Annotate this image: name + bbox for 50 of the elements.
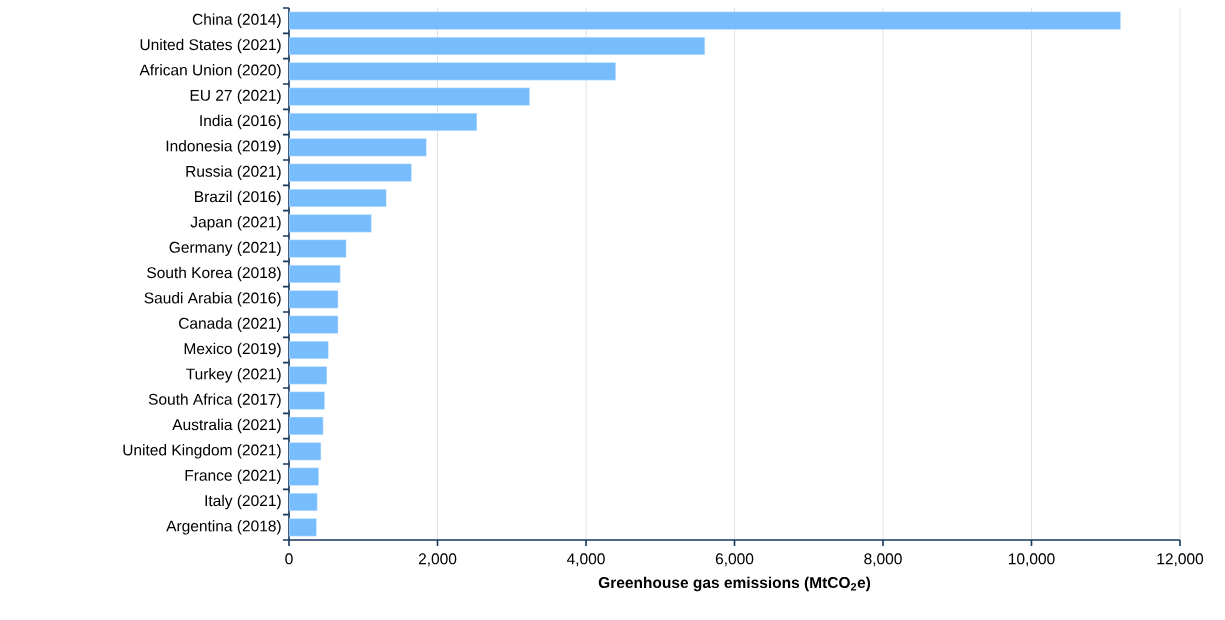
y-tick-label: India (2016) xyxy=(200,114,281,130)
x-tick-label: 10,000 xyxy=(1008,553,1055,567)
x-tick-label: 2,000 xyxy=(418,553,457,567)
y-tick-label: EU 27 (2021) xyxy=(190,89,281,104)
bar xyxy=(289,138,427,157)
y-tick-label: Germany (2021) xyxy=(169,241,281,256)
y-tick-label: Australia (2021) xyxy=(172,418,281,434)
y-tick-label: Japan (2021) xyxy=(190,216,281,231)
x-tick-label: 4,000 xyxy=(566,553,605,567)
y-tick-label: United Kingdom (2021) xyxy=(123,444,281,459)
bar xyxy=(289,492,318,512)
x-tick-label: 8,000 xyxy=(864,553,902,567)
y-tick-label: Mexico (2019) xyxy=(184,342,281,358)
x-tick-label: 0 xyxy=(285,553,293,565)
bar xyxy=(289,264,341,284)
bar xyxy=(289,518,317,537)
bar xyxy=(289,290,339,309)
bar xyxy=(289,340,329,360)
y-tick-label: African Union (2020) xyxy=(139,64,281,79)
y-tick-label: United States (2021) xyxy=(140,38,281,54)
bar xyxy=(289,239,347,258)
bar xyxy=(289,163,412,182)
y-tick-label: Argentina (2018) xyxy=(166,520,281,535)
bar xyxy=(289,87,530,106)
y-tick-label: Russia (2021) xyxy=(186,165,281,180)
y-tick-label: Italy (2021) xyxy=(205,494,281,510)
y-tick-label: Saudi Arabia (2016) xyxy=(144,292,281,307)
bar xyxy=(289,416,324,436)
bar xyxy=(289,391,325,410)
y-tick-label: China (2014) xyxy=(192,13,281,28)
y-tick-label: Brazil (2016) xyxy=(195,190,281,206)
y-tick-label: Indonesia (2019) xyxy=(166,140,281,155)
x-tick-label: 6,000 xyxy=(715,553,754,567)
y-tick-label: Canada (2021) xyxy=(179,317,281,332)
bar xyxy=(289,442,322,461)
bar xyxy=(289,62,616,81)
bar xyxy=(289,36,705,56)
bar xyxy=(289,188,387,208)
y-tick-label: South Korea (2018) xyxy=(147,266,281,282)
bar xyxy=(289,11,1121,30)
bar xyxy=(289,112,478,132)
x-tick-label: 12,000 xyxy=(1157,553,1204,567)
x-axis-title: Greenhouse gas emissions (MtCO$_{2}$e) xyxy=(598,576,871,592)
y-tick-label: Turkey (2021) xyxy=(186,368,281,383)
y-tick-label: South Africa (2017) xyxy=(148,393,281,408)
bar xyxy=(289,366,328,385)
y-tick-label: France (2021) xyxy=(185,469,281,484)
bar xyxy=(289,315,339,334)
bar xyxy=(289,467,319,486)
bar xyxy=(289,214,372,233)
